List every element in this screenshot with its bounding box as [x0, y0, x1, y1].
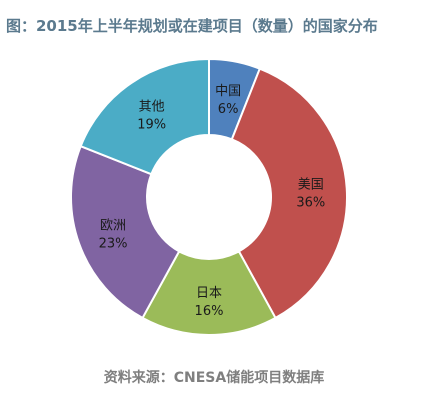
slice-category-label: 其他	[139, 100, 165, 115]
slice-category-label: 日本	[196, 286, 222, 301]
slice-value-label: 36%	[296, 196, 325, 211]
donut-slice	[79, 57, 210, 176]
slice-value-label: 23%	[99, 237, 128, 252]
chart-title: 图：2015年上半年规划或在建项目（数量）的国家分布	[6, 17, 378, 35]
slice-category-label: 中国	[215, 84, 241, 99]
slice-value-label: 16%	[195, 304, 224, 319]
slice-value-label: 6%	[218, 102, 239, 117]
slice-value-label: 19%	[137, 118, 166, 133]
donut-slice	[230, 67, 348, 320]
slice-category-label: 欧洲	[100, 219, 126, 234]
donut-slice	[141, 249, 277, 336]
slice-category-label: 美国	[298, 178, 324, 193]
donut-slice	[70, 144, 181, 320]
source-note: 资料来源：CNESA储能项目数据库	[103, 370, 325, 386]
